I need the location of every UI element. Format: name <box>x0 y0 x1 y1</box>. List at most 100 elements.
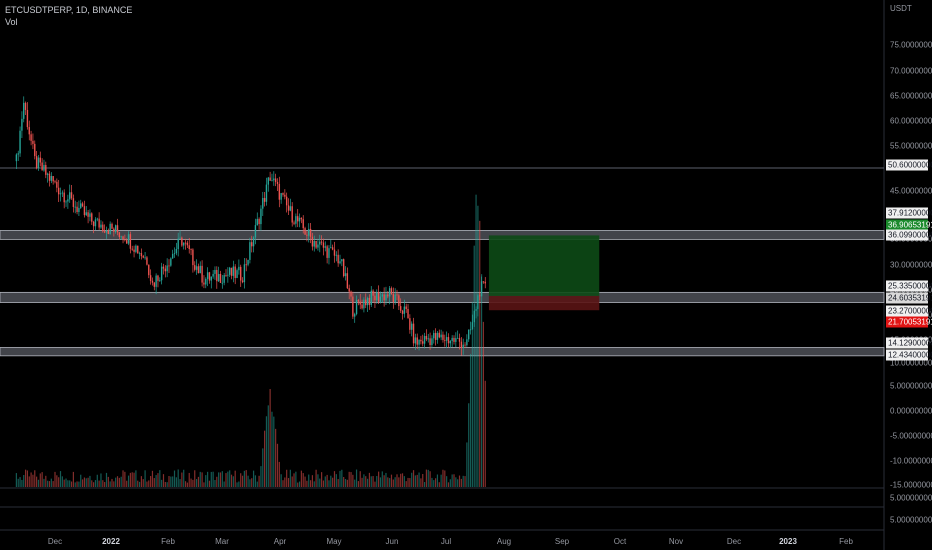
candle-body <box>89 213 91 217</box>
candle-body <box>210 276 212 281</box>
candle-body <box>429 338 431 345</box>
candle-body <box>96 218 98 220</box>
candle-body <box>308 228 310 236</box>
candle-body <box>276 182 279 184</box>
candle-body <box>324 246 326 248</box>
volume-bar <box>431 477 433 487</box>
candle-body <box>140 253 143 257</box>
candle-body <box>376 292 378 301</box>
candle-body <box>201 265 203 283</box>
candle-body <box>32 140 34 144</box>
candle-body <box>217 273 220 282</box>
volume-bar <box>164 481 166 487</box>
volume-bar <box>390 474 393 487</box>
candle-body <box>278 183 281 200</box>
candle-body <box>98 218 100 228</box>
volume-bar <box>107 476 109 487</box>
volume-bar <box>67 480 69 487</box>
candle-body <box>359 301 361 305</box>
volume-bar <box>308 474 310 487</box>
volume-bar <box>381 471 383 487</box>
candle-body <box>194 265 196 270</box>
candle-body <box>138 253 141 254</box>
volume-bar <box>116 476 119 487</box>
candle-body <box>394 294 396 302</box>
candle-body <box>416 337 418 345</box>
candle-body <box>466 339 468 346</box>
candle-body <box>418 339 420 345</box>
price-tick-label: 55.00000000 <box>890 141 932 151</box>
symbol-title: ETCUSDTPERP, 1D, BINANCE <box>5 5 133 15</box>
candle-body <box>322 242 325 248</box>
volume-bar <box>118 477 120 487</box>
volume-bar <box>168 476 170 487</box>
volume-bar <box>401 473 404 487</box>
candle-body <box>206 272 209 279</box>
candle-body <box>109 223 111 235</box>
volume-bar <box>138 481 141 487</box>
volume-bar <box>166 482 168 487</box>
volume-bar <box>236 482 238 487</box>
candle-body <box>142 256 144 258</box>
candle-body <box>168 265 170 267</box>
candle-body <box>225 275 227 276</box>
volume-bar <box>140 476 143 487</box>
candle-body <box>436 332 439 340</box>
candle-body <box>438 332 440 338</box>
price-tick-label: 30.00000000 <box>890 260 932 270</box>
volume-bar <box>223 481 225 487</box>
candle-body <box>34 143 36 157</box>
candle-body <box>456 337 459 339</box>
candle-body <box>67 199 69 202</box>
candle-body <box>315 240 317 248</box>
candle-body <box>390 288 393 294</box>
candle-body <box>26 109 29 128</box>
candle-body <box>337 254 339 264</box>
candle-body <box>164 268 167 272</box>
volume-bar <box>127 475 130 487</box>
volume-bar <box>258 475 260 487</box>
volume-indicator-label[interactable]: Vol <box>5 17 18 27</box>
volume-bar <box>287 478 290 487</box>
volume-bar <box>282 480 284 487</box>
long-position-stop-zone <box>488 295 600 311</box>
volume-bar <box>473 245 475 487</box>
volume-bar <box>311 475 314 487</box>
volume-bar <box>271 411 273 487</box>
time-axis-label: 2023 <box>779 537 797 546</box>
volume-bar <box>104 482 106 487</box>
candle-body <box>423 335 426 344</box>
volume-bar <box>144 470 146 487</box>
volume-bar <box>131 472 133 487</box>
candle-body <box>311 236 314 247</box>
candle-body <box>425 335 428 340</box>
volume-bar <box>297 482 299 487</box>
candle-body <box>370 290 372 305</box>
volume-bar <box>186 482 188 487</box>
volume-bar <box>240 473 242 487</box>
price-badge: 21.70053191 <box>886 316 932 328</box>
price-badge: 36.09900000 <box>886 229 932 241</box>
candle-body <box>469 329 472 331</box>
volume-bar <box>87 477 89 487</box>
candle-body <box>148 264 150 276</box>
candle-body <box>127 234 130 244</box>
volume-bar <box>230 474 233 487</box>
candle-body <box>368 297 371 305</box>
volume-bar <box>65 478 67 487</box>
candle-body <box>107 230 110 235</box>
volume-bar <box>276 443 279 487</box>
volume-bar <box>352 474 354 487</box>
volume-bar <box>190 478 192 487</box>
volume-bar <box>315 469 317 487</box>
time-axis-label: Oct <box>613 537 627 546</box>
candle-body <box>352 296 354 317</box>
candle-body <box>160 266 163 281</box>
price-badge: 50.60000000 <box>886 159 932 171</box>
candle-body <box>238 266 240 271</box>
candle-body <box>114 225 117 232</box>
volume-bar <box>366 478 369 487</box>
volume-bar <box>440 474 442 487</box>
candle-body <box>280 193 282 200</box>
